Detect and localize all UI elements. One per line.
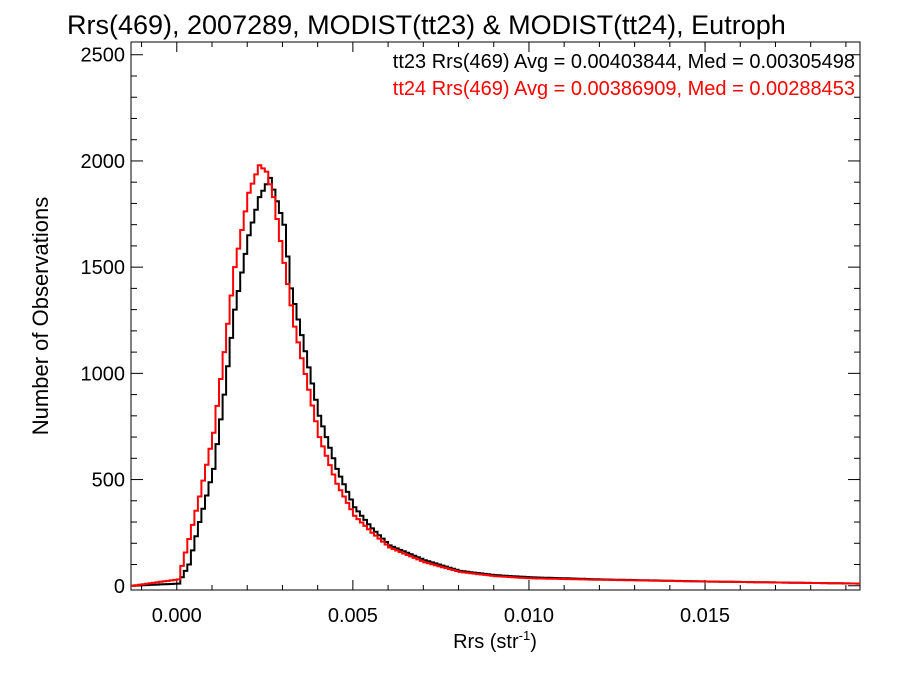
y-tick-label: 0 bbox=[114, 576, 125, 598]
x-tick-label: 0.000 bbox=[152, 605, 202, 627]
legend: tt23 Rrs(469) Avg = 0.00403844, Med = 0.… bbox=[393, 51, 855, 100]
series-tt24-line bbox=[131, 164, 860, 587]
x-axis-label-close: ) bbox=[530, 631, 537, 653]
x-axis-label: Rrs (str-1) bbox=[453, 628, 537, 653]
y-tick-label: 1500 bbox=[81, 257, 126, 279]
axes: 0.000 0.005 0.010 0.015 0 500 1000 1500 2000 2500 bbox=[81, 42, 860, 627]
y-tick-label: 500 bbox=[92, 470, 125, 492]
y-tick-label: 2000 bbox=[81, 151, 126, 173]
chart-title: Rrs(469), 2007289, MODIST(tt23) & MODIST… bbox=[67, 10, 786, 40]
x-tick-label: 0.015 bbox=[680, 605, 730, 627]
x-tick-label: 0.005 bbox=[328, 605, 378, 627]
y-tick-label: 1000 bbox=[81, 363, 126, 385]
plot-frame bbox=[130, 41, 861, 591]
legend-entry-tt24: tt24 Rrs(469) Avg = 0.00386909, Med = 0.… bbox=[393, 78, 855, 100]
x-tick-label: 0.010 bbox=[504, 605, 554, 627]
x-axis-label-superscript: -1 bbox=[519, 628, 531, 643]
legend-entry-tt23: tt23 Rrs(469) Avg = 0.00403844, Med = 0.… bbox=[393, 51, 855, 73]
x-axis-label-main: Rrs (str bbox=[453, 631, 519, 653]
series-group bbox=[131, 164, 860, 587]
y-axis-label: Number of Observations bbox=[28, 197, 53, 435]
y-tick-label: 2500 bbox=[81, 45, 126, 67]
